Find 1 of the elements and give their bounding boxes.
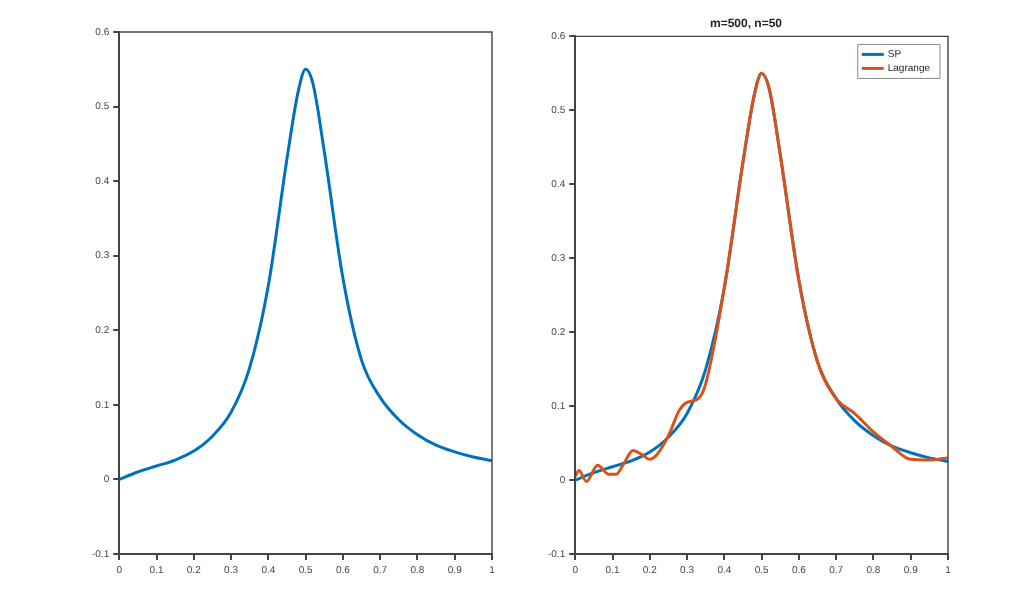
line-series xyxy=(119,67,492,481)
